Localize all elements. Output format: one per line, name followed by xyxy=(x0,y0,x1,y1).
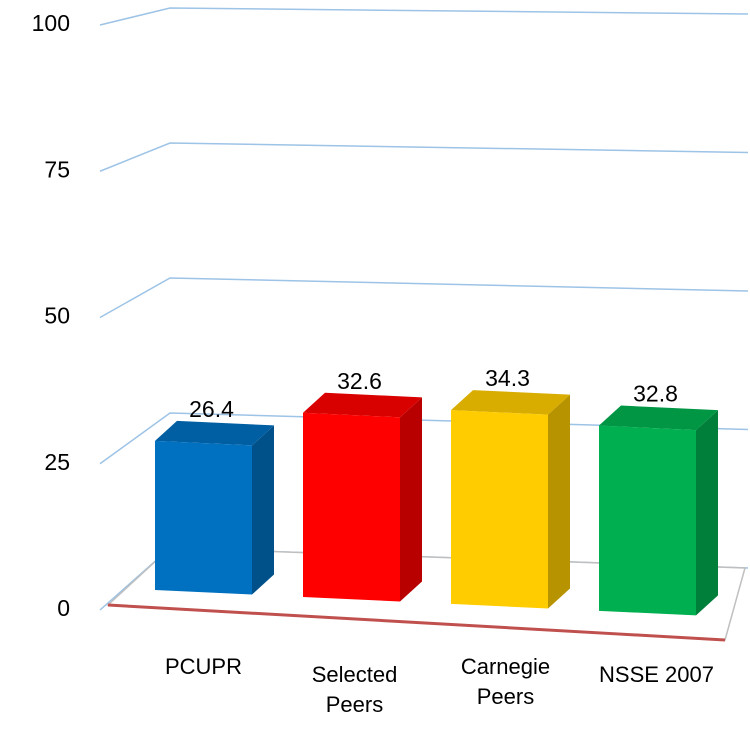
y-tick-label: 50 xyxy=(44,303,70,329)
bar xyxy=(599,425,696,616)
bar-side xyxy=(548,394,570,609)
x-tick-label: Selected Peers xyxy=(311,662,398,717)
bar xyxy=(303,412,400,602)
x-tick-label: Carnegie Peers xyxy=(460,654,551,709)
y-tick-label: 100 xyxy=(32,10,70,36)
data-label: 32.8 xyxy=(633,381,678,407)
bar-top xyxy=(155,420,274,446)
data-label: 32.6 xyxy=(337,368,382,394)
data-label: 34.3 xyxy=(485,365,530,391)
y-tick-label: 75 xyxy=(44,156,70,182)
bar xyxy=(155,440,252,595)
floor-front-edge xyxy=(107,603,726,642)
bar xyxy=(451,410,548,609)
bar-side xyxy=(696,410,718,616)
x-tick-label: PCUPR xyxy=(164,654,242,679)
bar-top xyxy=(451,390,570,415)
grid-line xyxy=(99,277,749,319)
data-label: 26.4 xyxy=(189,396,234,422)
bar-top xyxy=(303,392,422,418)
grid-line xyxy=(99,7,749,26)
y-tick-label: 25 xyxy=(44,449,70,475)
bar-top xyxy=(599,405,718,431)
y-tick-label: 0 xyxy=(57,595,70,621)
grid-line xyxy=(99,142,749,172)
bar-side xyxy=(400,397,422,602)
bar-side xyxy=(252,425,274,595)
x-tick-label: NSSE 2007 xyxy=(599,662,714,687)
